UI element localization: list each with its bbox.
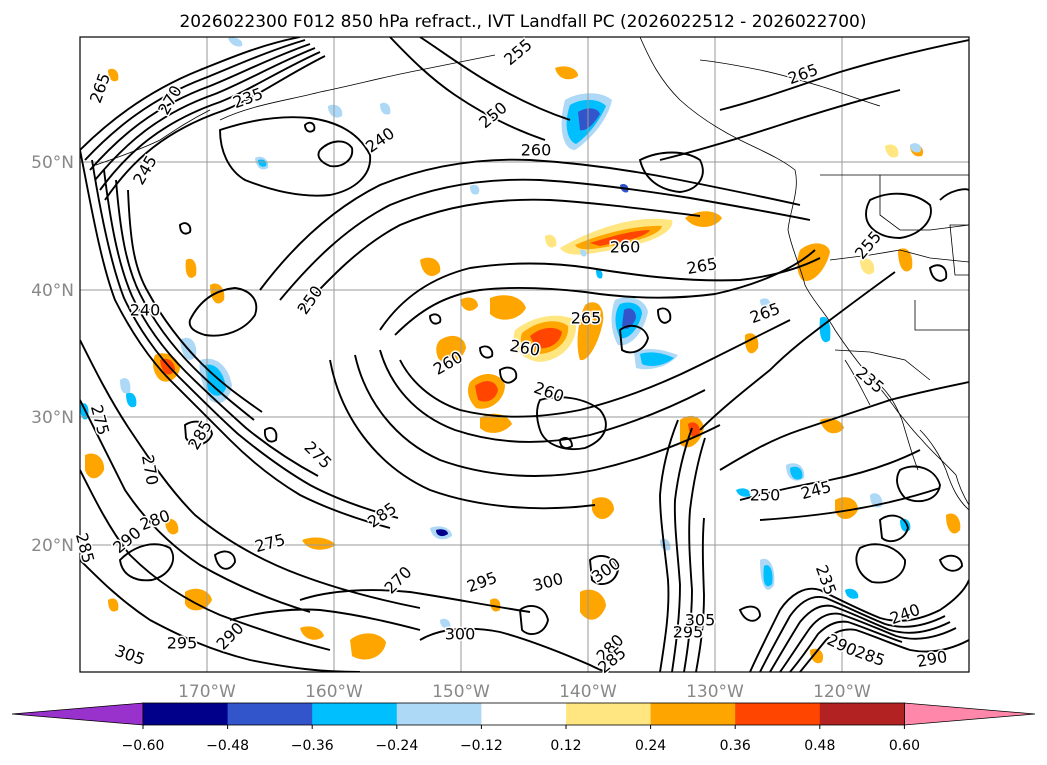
- colorbar-bin: [735, 703, 821, 725]
- colorbar-extend-high: [904, 702, 1036, 726]
- positive-anomaly-patches: [85, 66, 961, 664]
- colorbar-tick-label: −0.24: [375, 738, 418, 754]
- colorbar-outline: [142, 702, 905, 726]
- lat-label: 20°N: [31, 536, 74, 556]
- colorbar-tick-label: −0.48: [206, 738, 249, 754]
- contour-label: 260: [521, 141, 552, 160]
- contour-label: 305: [685, 611, 716, 630]
- lon-label: 160°W: [305, 682, 363, 702]
- coastlines: [95, 37, 969, 511]
- colorbar-bin: [227, 703, 313, 725]
- colorbar-extend-low: [11, 702, 144, 726]
- colorbar-bin: [819, 703, 905, 725]
- map-content: [80, 37, 969, 672]
- chart-title: 2026022300 F012 850 hPa refract., IVT La…: [179, 12, 866, 32]
- colorbar: [11, 702, 1036, 726]
- colorbar-bin: [650, 703, 736, 725]
- colorbar-tick-label: −0.36: [291, 738, 334, 754]
- colorbar-bin: [312, 703, 398, 725]
- contour-label: 250: [750, 486, 781, 505]
- lon-label: 140°W: [559, 682, 617, 702]
- lon-labels: 170°W 160°W 150°W 140°W 130°W 120°W: [178, 682, 871, 702]
- colorbar-tick-labels: −0.60 −0.48 −0.36 −0.24 −0.12 0.12 0.24 0.36 0.4…: [122, 725, 920, 754]
- lon-label: 150°W: [432, 682, 490, 702]
- contour-label: 240: [130, 301, 161, 320]
- lat-label: 40°N: [31, 281, 74, 301]
- colorbar-tick-label: 0.60: [889, 738, 920, 754]
- lat-label: 50°N: [31, 153, 74, 173]
- colorbar-bin: [143, 703, 229, 725]
- lon-label: 170°W: [178, 682, 236, 702]
- contour-label: 295: [673, 623, 704, 642]
- graticule: [80, 37, 969, 672]
- contour-label: 285: [72, 531, 98, 565]
- lat-label: 30°N: [31, 408, 74, 428]
- contour-label: 295: [167, 634, 198, 653]
- lon-label: 130°W: [686, 682, 744, 702]
- colorbar-bin: [566, 703, 652, 725]
- colorbar-tick-label: 0.12: [550, 738, 581, 754]
- colorbar-bin: [396, 703, 482, 725]
- map-frame: [79, 36, 970, 673]
- colorbar-tick-label: 0.48: [804, 738, 835, 754]
- colorbar-tick-label: 0.24: [635, 738, 666, 754]
- contour-label: 265: [571, 309, 602, 328]
- refractivity-contours: [80, 37, 969, 672]
- lat-labels: 50°N 40°N 30°N 20°N: [31, 153, 74, 556]
- colorbar-tick-label: 0.36: [720, 738, 751, 754]
- colorbar-tick-label: −0.60: [122, 738, 165, 754]
- colorbar-bin: [481, 703, 567, 725]
- colorbar-tick-label: −0.12: [460, 738, 503, 754]
- lon-label: 120°W: [813, 682, 871, 702]
- contour-label: 260: [610, 238, 641, 257]
- contour-label: 300: [445, 625, 476, 644]
